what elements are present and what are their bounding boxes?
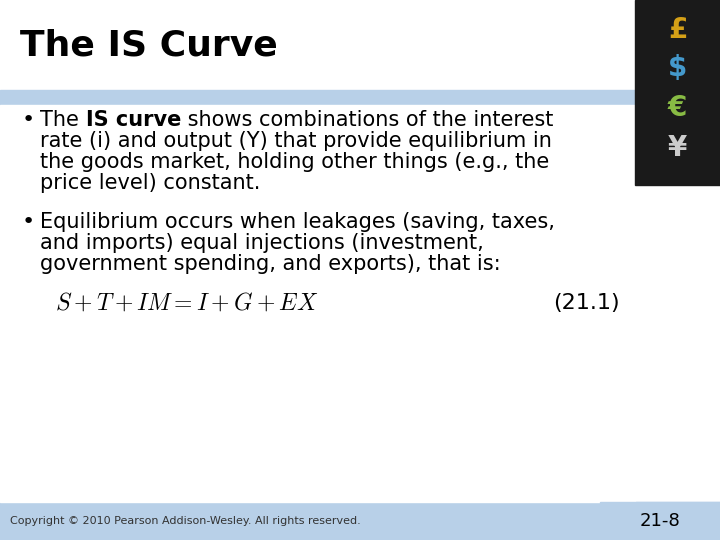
Text: Copyright © 2010 Pearson Addison-Wesley. All rights reserved.: Copyright © 2010 Pearson Addison-Wesley.… (10, 516, 361, 526)
Bar (0, 90, 635, 105)
Text: the goods market, holding other things (e.g., the: the goods market, holding other things (… (40, 152, 549, 172)
Text: Equilibrium occurs when leakages (saving, taxes,: Equilibrium occurs when leakages (saving… (40, 212, 555, 232)
Text: •: • (22, 212, 35, 232)
Text: ¥: ¥ (668, 134, 687, 162)
Text: $S + T + IM = I + G + EX$: $S + T + IM = I + G + EX$ (55, 291, 318, 315)
Text: $: $ (668, 54, 687, 82)
Text: IS curve: IS curve (86, 110, 181, 130)
Bar (600, 502, 720, 540)
Text: shows combinations of the interest: shows combinations of the interest (181, 110, 553, 130)
Text: The IS Curve: The IS Curve (20, 28, 278, 62)
Text: and imports) equal injections (investment,: and imports) equal injections (investmen… (40, 233, 484, 253)
Text: 21-8: 21-8 (639, 512, 680, 530)
Bar (0, 105, 635, 502)
Text: •: • (22, 110, 35, 130)
Text: government spending, and exports), that is:: government spending, and exports), that … (40, 254, 500, 274)
Text: price level) constant.: price level) constant. (40, 173, 261, 193)
Text: €: € (668, 94, 687, 122)
Text: rate (i) and output (Y) that provide equilibrium in: rate (i) and output (Y) that provide equ… (40, 131, 552, 151)
Text: The: The (40, 110, 86, 130)
Bar (635, 0, 720, 185)
Bar (0, 502, 720, 540)
Text: (21.1): (21.1) (554, 293, 620, 313)
Text: £: £ (668, 16, 687, 44)
